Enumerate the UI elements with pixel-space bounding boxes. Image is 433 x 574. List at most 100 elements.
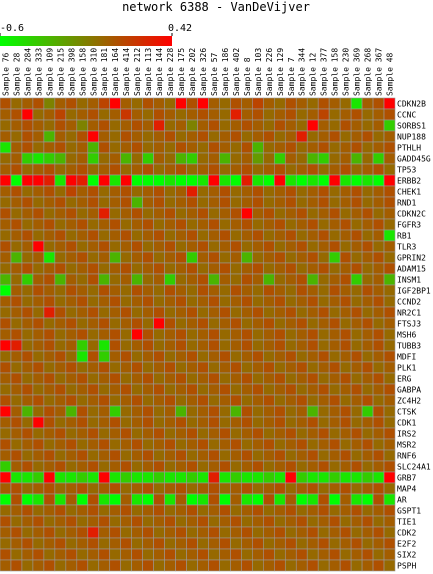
heatmap-cell — [241, 537, 253, 550]
heatmap-cell — [295, 405, 308, 418]
heatmap-cell — [295, 284, 308, 297]
heatmap-cell — [175, 152, 187, 165]
heatmap-cell — [350, 141, 363, 154]
heatmap-cell — [274, 328, 286, 341]
heatmap-cell — [21, 185, 34, 198]
heatmap-cell — [120, 185, 132, 198]
heatmap-cell — [208, 284, 220, 297]
heatmap-cell — [109, 284, 121, 297]
heatmap-cell — [164, 493, 176, 506]
heatmap-cell — [175, 295, 187, 308]
heatmap-cell — [87, 526, 100, 539]
heatmap-cell — [230, 97, 242, 110]
colorbar-tick-label: 0.42 — [168, 23, 192, 34]
heatmap-cell — [109, 317, 121, 330]
heatmap-cell — [98, 416, 111, 429]
heatmap-cell — [0, 427, 12, 440]
column-label: Sample 48 — [386, 52, 395, 96]
heatmap-cell — [306, 251, 319, 264]
heatmap-cell — [65, 460, 78, 473]
heatmap-cell — [284, 482, 297, 495]
heatmap-cell — [263, 141, 275, 154]
heatmap-cell — [361, 207, 374, 220]
heatmap-cell — [131, 141, 143, 154]
heatmap-cell — [65, 361, 78, 374]
heatmap-cell — [350, 493, 363, 506]
heatmap-cell — [87, 284, 100, 297]
heatmap-cell — [339, 207, 352, 220]
heatmap-cell — [175, 306, 187, 319]
heatmap-cell — [328, 383, 341, 396]
heatmap-cell — [295, 152, 308, 165]
heatmap-cell — [54, 350, 67, 363]
heatmap-cell — [175, 317, 187, 330]
heatmap-cell — [186, 262, 198, 275]
heatmap-cell — [339, 262, 352, 275]
heatmap-cell — [208, 240, 220, 253]
heatmap-cell — [54, 130, 67, 143]
heatmap-cell — [361, 284, 374, 297]
heatmap-cell — [317, 218, 330, 231]
heatmap-cell — [32, 174, 45, 187]
column-label: Sample 158 — [331, 48, 340, 96]
heatmap-cell — [306, 152, 319, 165]
heatmap-cell — [109, 218, 121, 231]
heatmap-cell — [10, 97, 23, 110]
heatmap-cell — [43, 559, 56, 572]
heatmap-cell — [361, 196, 374, 209]
heatmap-cell — [274, 493, 286, 506]
heatmap-cell — [328, 416, 341, 429]
heatmap-cell — [230, 339, 242, 352]
heatmap-cell — [87, 174, 100, 187]
heatmap-cell — [131, 394, 143, 407]
heatmap-cell — [164, 328, 176, 341]
heatmap-cell — [361, 449, 374, 462]
heatmap-cell — [274, 218, 286, 231]
heatmap-cell — [0, 526, 12, 539]
heatmap-cell — [131, 427, 143, 440]
heatmap-cell — [197, 416, 209, 429]
heatmap-cell — [317, 350, 330, 363]
heatmap-cell — [120, 405, 132, 418]
heatmap-cell — [65, 493, 78, 506]
heatmap-cell — [43, 152, 56, 165]
heatmap-cell — [197, 427, 209, 440]
heatmap-cell — [120, 416, 132, 429]
heatmap-cell — [317, 515, 330, 528]
heatmap-cell — [219, 449, 231, 462]
heatmap-cell — [274, 339, 286, 352]
row-label: CCNC — [397, 111, 416, 120]
heatmap-cell — [54, 405, 67, 418]
heatmap-cell — [219, 548, 231, 561]
heatmap-cell — [241, 504, 253, 517]
heatmap-cell — [361, 515, 374, 528]
heatmap-cell — [43, 328, 56, 341]
heatmap-cell — [361, 119, 374, 132]
heatmap-cell — [252, 119, 264, 132]
heatmap-cell — [208, 482, 220, 495]
heatmap-cell — [317, 119, 330, 132]
heatmap-cell — [164, 394, 176, 407]
row-label: PTHLH — [397, 144, 421, 153]
heatmap-cell — [21, 207, 34, 220]
heatmap-cell — [339, 361, 352, 374]
heatmap-cell — [219, 328, 231, 341]
heatmap-cell — [197, 460, 209, 473]
heatmap-cell — [263, 504, 275, 517]
heatmap-cell — [241, 460, 253, 473]
row-label: GSPT1 — [397, 507, 421, 516]
heatmap-cell — [65, 284, 78, 297]
heatmap-cell — [317, 482, 330, 495]
heatmap-cell — [350, 504, 363, 517]
heatmap-cell — [98, 504, 111, 517]
column-label: Sample 414 — [122, 48, 131, 96]
heatmap-cell — [317, 174, 330, 187]
heatmap-cell — [0, 548, 12, 561]
heatmap-cell — [43, 405, 56, 418]
heatmap-cell — [263, 284, 275, 297]
row-label: SIX2 — [397, 551, 416, 560]
heatmap-cell — [219, 383, 231, 396]
heatmap-cell — [295, 262, 308, 275]
heatmap-cell — [284, 548, 297, 561]
heatmap-cell — [0, 284, 12, 297]
